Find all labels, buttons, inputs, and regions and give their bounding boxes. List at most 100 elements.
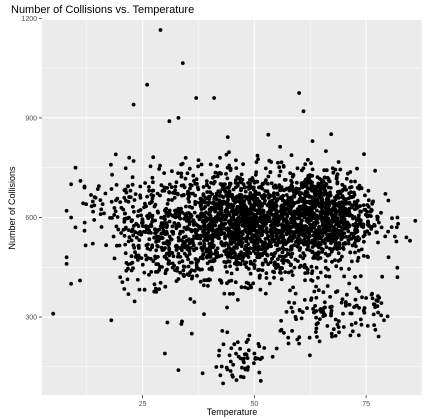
data-point — [190, 260, 194, 265]
data-point — [149, 193, 154, 197]
data-point — [258, 185, 263, 190]
data-point — [163, 246, 167, 250]
data-point — [244, 260, 249, 265]
data-point — [274, 346, 279, 351]
data-point — [227, 279, 232, 284]
data-point — [359, 322, 364, 327]
data-point — [64, 208, 69, 213]
data-point — [294, 187, 298, 192]
data-point — [109, 199, 114, 204]
data-point — [329, 132, 334, 137]
data-point — [109, 162, 113, 167]
data-point — [69, 215, 73, 220]
data-point — [302, 298, 307, 302]
data-point — [185, 191, 190, 196]
data-point — [249, 203, 254, 208]
data-point — [332, 258, 337, 262]
data-point — [299, 183, 304, 188]
data-point — [83, 243, 88, 248]
data-point — [179, 174, 184, 179]
data-point — [308, 179, 313, 184]
data-point — [298, 210, 302, 214]
data-point — [260, 244, 265, 248]
data-point — [180, 193, 184, 198]
data-point — [167, 234, 172, 239]
data-point — [123, 211, 127, 216]
data-point — [234, 254, 239, 259]
data-point — [237, 193, 242, 198]
data-point — [225, 186, 230, 190]
data-point — [227, 163, 232, 168]
data-point — [192, 234, 196, 239]
y-tick-label: 300 — [25, 315, 37, 322]
data-point — [126, 266, 130, 271]
data-point — [292, 213, 297, 218]
data-point — [197, 217, 202, 222]
data-point — [112, 256, 117, 261]
data-point — [313, 238, 317, 242]
data-point — [263, 291, 268, 296]
data-point — [286, 198, 290, 203]
data-point — [139, 213, 144, 218]
data-point — [163, 207, 168, 212]
data-point — [348, 333, 353, 338]
data-point — [182, 185, 187, 190]
data-point — [189, 183, 194, 188]
data-point — [316, 228, 321, 233]
data-point — [219, 364, 224, 369]
data-point — [376, 240, 380, 245]
data-point — [122, 217, 127, 221]
data-point — [238, 255, 243, 259]
data-point — [156, 239, 161, 243]
data-point — [309, 183, 314, 187]
data-point — [207, 267, 212, 271]
data-point — [216, 236, 220, 240]
data-point — [240, 241, 245, 245]
data-point — [274, 208, 279, 213]
data-point — [144, 204, 149, 209]
data-point — [202, 242, 207, 247]
data-point — [330, 334, 334, 339]
data-point — [256, 251, 260, 256]
data-point — [312, 242, 317, 246]
data-point — [256, 157, 260, 162]
data-point — [257, 370, 262, 375]
data-point — [344, 187, 349, 192]
data-point — [356, 255, 361, 260]
data-point — [266, 262, 271, 267]
data-point — [265, 253, 270, 258]
data-point — [266, 174, 271, 179]
data-point — [312, 289, 317, 294]
data-point — [350, 259, 354, 264]
data-point — [123, 242, 128, 247]
data-point — [327, 208, 332, 213]
data-point — [257, 267, 262, 272]
data-point — [92, 218, 97, 222]
data-point — [234, 158, 238, 163]
data-point — [235, 205, 240, 210]
data-point — [241, 359, 246, 363]
data-point — [239, 188, 243, 193]
data-point — [208, 277, 212, 282]
data-point — [166, 198, 171, 202]
data-point — [201, 192, 206, 197]
data-point — [204, 182, 209, 187]
data-point — [78, 179, 83, 183]
data-point — [244, 239, 249, 244]
data-point — [199, 172, 204, 177]
data-point — [325, 324, 330, 328]
data-point — [339, 217, 344, 222]
data-point — [130, 175, 135, 180]
data-point — [248, 271, 253, 276]
data-point — [320, 222, 325, 227]
data-point — [284, 186, 289, 191]
data-point — [235, 216, 240, 221]
data-point — [163, 241, 168, 246]
data-point — [232, 236, 237, 241]
data-point — [181, 229, 185, 234]
data-point — [338, 257, 343, 262]
data-point — [282, 331, 286, 335]
data-point — [194, 200, 199, 205]
data-point — [265, 189, 270, 194]
data-point — [322, 192, 326, 197]
